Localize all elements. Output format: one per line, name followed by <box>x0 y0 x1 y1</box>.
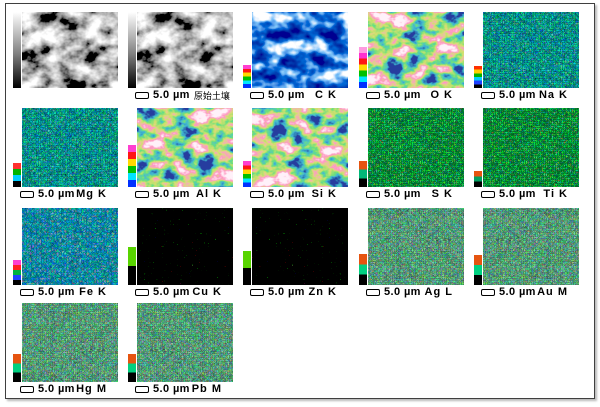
sem-image-1-map-image <box>22 12 118 88</box>
scale-bar-text: 5.0 µm <box>153 286 190 298</box>
map-na-k-caption: 5.0 µm Na K <box>481 89 581 101</box>
scale-bar-text: 5.0 µm <box>384 286 421 298</box>
map-hg-m-caption: 5.0 µm Hg M <box>20 383 120 395</box>
scale-bar-icon <box>135 91 149 99</box>
scale-bar-text: 5.0 µm <box>38 286 75 298</box>
map-na-k-map-image <box>483 12 579 88</box>
map-al-k-map-image <box>137 108 233 187</box>
scale-bar-text: 5.0 µm <box>268 89 305 101</box>
scale-bar-icon <box>20 385 34 393</box>
map-pb-m-map-image <box>137 303 233 382</box>
map-fe-k-label: Fe K <box>79 286 107 298</box>
scale-bar-icon <box>250 190 264 198</box>
sem-image-2-caption: 5.0 µm 原始土壤 <box>135 89 235 101</box>
map-si-k-map-image <box>252 108 348 187</box>
map-ti-k-label: Ti K <box>543 188 568 200</box>
map-cu-k-colorbar <box>128 247 136 285</box>
scale-bar-text: 5.0 µm <box>384 89 421 101</box>
map-o-k-map-image <box>368 12 464 88</box>
map-hg-m-map-image <box>22 303 118 382</box>
sem-image-2-colorbar <box>128 12 136 88</box>
scale-bar-icon <box>20 288 34 296</box>
scale-bar-text: 5.0 µm <box>499 188 536 200</box>
scale-bar-text: 5.0 µm <box>268 188 305 200</box>
map-hg-m-colorbar <box>13 354 21 382</box>
map-pb-m-label: Pb M <box>191 383 222 395</box>
map-c-k-caption: 5.0 µm C K <box>250 89 350 101</box>
scale-bar-text: 5.0 µm <box>268 286 305 298</box>
map-au-m-caption: 5.0 µm Au M <box>481 286 581 298</box>
map-al-k-colorbar <box>128 145 136 187</box>
map-zn-k-caption: 5.0 µm Zn K <box>250 286 350 298</box>
scale-bar-text: 5.0 µm <box>38 188 75 200</box>
scale-bar-icon <box>135 190 149 198</box>
map-o-k-colorbar <box>359 47 367 88</box>
scale-bar-icon <box>481 288 495 296</box>
map-o-k-label: O K <box>430 89 453 101</box>
map-zn-k-label: Zn K <box>308 286 337 298</box>
map-c-k-label: C K <box>315 89 337 101</box>
map-ti-k-colorbar <box>474 171 482 187</box>
scale-bar-text: 5.0 µm <box>384 188 421 200</box>
scale-bar-icon <box>20 190 34 198</box>
map-au-m-label: Au M <box>537 286 568 298</box>
scale-bar-icon <box>481 91 495 99</box>
map-s-k-colorbar <box>359 161 367 187</box>
sem-image-1-colorbar <box>13 12 21 88</box>
sem-image-2-label: 原始土壤 <box>193 90 230 101</box>
map-al-k-caption: 5.0 µm Al K <box>135 188 235 200</box>
map-mg-k-label: Mg K <box>76 188 107 200</box>
map-mg-k-map-image <box>22 108 118 187</box>
scale-bar-icon <box>135 385 149 393</box>
scale-bar-icon <box>135 288 149 296</box>
scale-bar-icon <box>250 288 264 296</box>
scale-bar-icon <box>366 91 380 99</box>
scale-bar-text: 5.0 µm <box>153 383 190 395</box>
scale-bar-text: 5.0 µm <box>499 286 536 298</box>
map-au-m-colorbar <box>474 255 482 285</box>
map-cu-k-map-image <box>137 208 233 285</box>
map-c-k-colorbar <box>243 65 251 88</box>
scale-bar-icon <box>481 190 495 198</box>
map-pb-m-caption: 5.0 µm Pb M <box>135 383 235 395</box>
map-cu-k-label: Cu K <box>192 286 222 298</box>
map-fe-k-map-image <box>22 208 118 285</box>
map-o-k-caption: 5.0 µm O K <box>366 89 466 101</box>
map-ag-l-map-image <box>368 208 464 285</box>
map-si-k-label: Si K <box>311 188 337 200</box>
sem-image-2-map-image <box>137 12 233 88</box>
map-fe-k-colorbar <box>13 260 21 285</box>
map-hg-m-label: Hg M <box>76 383 107 395</box>
map-zn-k-map-image <box>252 208 348 285</box>
scale-bar-text: 5.0 µm <box>153 89 190 101</box>
scale-bar-icon <box>366 288 380 296</box>
map-pb-m-colorbar <box>128 354 136 382</box>
map-c-k-map-image <box>252 12 348 88</box>
map-zn-k-colorbar <box>243 251 251 285</box>
map-au-m-map-image <box>483 208 579 285</box>
scale-bar-icon <box>366 190 380 198</box>
map-ag-l-colorbar <box>359 254 367 285</box>
map-ag-l-caption: 5.0 µm Ag L <box>366 286 466 298</box>
map-si-k-caption: 5.0 µm Si K <box>250 188 350 200</box>
scale-bar-text: 5.0 µm <box>38 383 75 395</box>
map-s-k-map-image <box>368 108 464 187</box>
map-mg-k-colorbar <box>13 163 21 187</box>
map-ti-k-map-image <box>483 108 579 187</box>
map-ag-l-label: Ag L <box>424 286 453 298</box>
map-al-k-label: Al K <box>196 188 222 200</box>
scale-bar-text: 5.0 µm <box>153 188 190 200</box>
map-s-k-label: S K <box>431 188 453 200</box>
map-na-k-label: Na K <box>538 89 568 101</box>
map-cu-k-caption: 5.0 µm Cu K <box>135 286 235 298</box>
map-mg-k-caption: 5.0 µm Mg K <box>20 188 120 200</box>
map-s-k-caption: 5.0 µm S K <box>366 188 466 200</box>
map-si-k-colorbar <box>243 161 251 187</box>
map-ti-k-caption: 5.0 µm Ti K <box>481 188 581 200</box>
scale-bar-text: 5.0 µm <box>499 89 536 101</box>
map-fe-k-caption: 5.0 µm Fe K <box>20 286 120 298</box>
map-na-k-colorbar <box>474 66 482 88</box>
scale-bar-icon <box>250 91 264 99</box>
